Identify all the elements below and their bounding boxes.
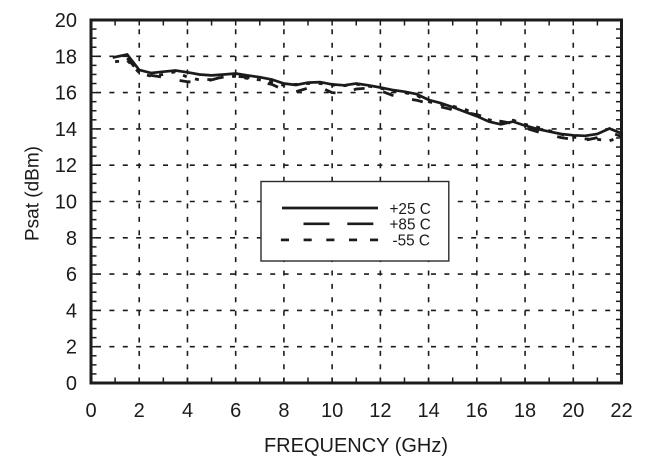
- svg-text:4: 4: [66, 300, 77, 322]
- svg-text:22: 22: [610, 400, 632, 422]
- svg-text:2: 2: [66, 337, 77, 359]
- svg-text:0: 0: [85, 400, 96, 422]
- svg-text:12: 12: [55, 155, 77, 177]
- svg-text:16: 16: [55, 83, 77, 105]
- svg-text:8: 8: [278, 400, 289, 422]
- svg-text:+25 C: +25 C: [390, 201, 431, 218]
- svg-text:+85 C: +85 C: [390, 217, 431, 234]
- svg-text:14: 14: [417, 400, 439, 422]
- svg-text:20: 20: [562, 400, 584, 422]
- svg-text:-55 C: -55 C: [393, 232, 430, 249]
- svg-text:10: 10: [55, 192, 77, 214]
- svg-text:6: 6: [66, 264, 77, 286]
- svg-text:8: 8: [66, 228, 77, 250]
- svg-text:20: 20: [55, 10, 77, 32]
- svg-text:12: 12: [369, 400, 391, 422]
- svg-text:10: 10: [321, 400, 343, 422]
- svg-text:0: 0: [66, 373, 77, 395]
- svg-text:16: 16: [466, 400, 488, 422]
- svg-text:18: 18: [55, 46, 77, 68]
- svg-text:FREQUENCY (GHz): FREQUENCY (GHz): [264, 435, 448, 457]
- svg-text:Psat (dBm): Psat (dBm): [23, 146, 44, 241]
- svg-text:6: 6: [230, 400, 241, 422]
- svg-text:4: 4: [182, 400, 193, 422]
- svg-text:14: 14: [55, 119, 77, 141]
- svg-text:18: 18: [514, 400, 536, 422]
- svg-text:2: 2: [134, 400, 145, 422]
